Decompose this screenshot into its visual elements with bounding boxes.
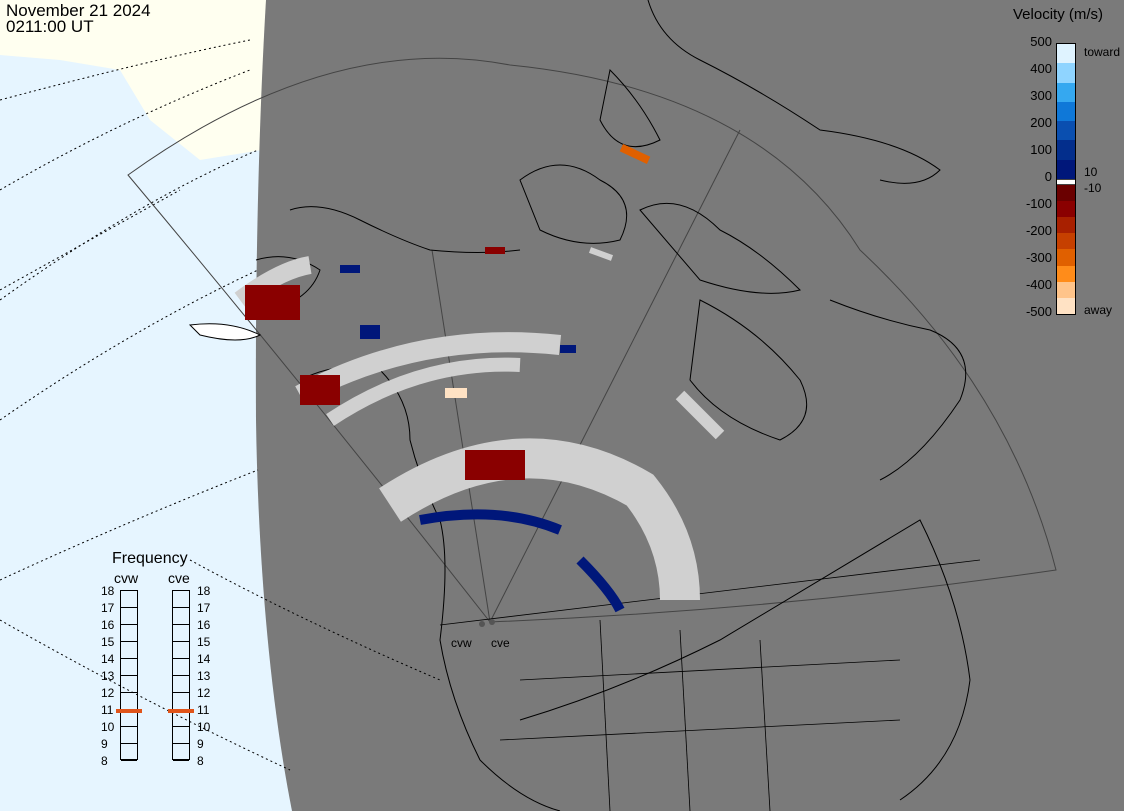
colorbar-band-away: [1057, 281, 1075, 298]
latitude-grid: [0, 39, 441, 771]
frequency-cell: [173, 676, 189, 693]
frequency-cell: [121, 591, 137, 608]
radar-site-cvw: [479, 621, 485, 627]
colorbar-tick-label: 100: [1030, 142, 1052, 157]
frequency-cell: [173, 642, 189, 659]
colorbar-band-toward: [1057, 159, 1075, 179]
colorbar-band-toward: [1057, 63, 1075, 83]
frequency-cell: [121, 727, 137, 744]
colorbar-away-label: away: [1084, 303, 1113, 317]
frequency-cell: [121, 710, 137, 727]
date-label: November 21 2024: [6, 1, 151, 20]
colorbar-toward-label: toward: [1084, 45, 1121, 59]
frequency-cell: [121, 625, 137, 642]
frequency-radar-cvw-label: cvw: [114, 570, 139, 586]
frequency-scale-label-left: 9: [101, 737, 108, 751]
frequency-mark-cve: [168, 708, 194, 713]
coastlines: [188, 0, 971, 811]
frequency-cell: [173, 625, 189, 642]
frequency-cell: [173, 693, 189, 710]
frequency-scale-label-right: 14: [197, 652, 211, 666]
frequency-cell: [173, 710, 189, 727]
colorbar-band-toward: [1057, 101, 1075, 122]
time-label: 0211:00 UT: [6, 17, 94, 36]
colorbar-band-toward: [1057, 82, 1075, 102]
frequency-cell: [121, 608, 137, 625]
frequency-scale-label-right: 16: [197, 618, 211, 632]
frequency-scale-label-left: 11: [101, 703, 114, 717]
frequency-scale-label-right: 17: [197, 601, 211, 615]
colorbar-tick-label: 200: [1030, 115, 1052, 130]
frequency-cell: [173, 608, 189, 625]
frequency-scale-label-right: 10: [197, 720, 211, 734]
colorbar-inner-label-neg: -10: [1084, 181, 1102, 195]
frequency-cell: [173, 659, 189, 676]
frequency-scale-label-left: 10: [101, 720, 115, 734]
frequency-title: Frequency: [112, 550, 188, 567]
colorbar-tick-label: -300: [1025, 250, 1052, 265]
frequency-cell: [121, 693, 137, 710]
frequency-cell: [173, 744, 189, 761]
colorbar-tick-label: 500: [1030, 34, 1052, 49]
colorbar-tick-label: -400: [1025, 277, 1052, 292]
colorbar-zero-band: [1057, 178, 1075, 185]
colorbar-tick-label: -200: [1025, 223, 1052, 238]
colorbar-tick-label: 400: [1030, 61, 1052, 76]
radar-echoes: [234, 144, 725, 613]
frequency-scale-label-right: 18: [197, 584, 211, 598]
frequency-scale-label-left: 14: [101, 652, 115, 666]
colorbar-band-toward: [1057, 140, 1075, 160]
frequency-scale-label-left: 15: [101, 635, 115, 649]
frequency-scale-label-left: 16: [101, 618, 115, 632]
radar-site-cve: [489, 619, 495, 625]
boundaries: [439, 559, 981, 811]
frequency-scale-label-right: 8: [197, 754, 204, 768]
radar-fov: [127, 57, 1057, 623]
colorbar-band-away: [1057, 249, 1075, 266]
colorbar-tick-label: -100: [1025, 196, 1052, 211]
colorbar-band-away: [1057, 297, 1075, 314]
colorbar-band-away: [1057, 184, 1075, 202]
frequency-gauge-cvw: [120, 590, 138, 761]
colorbar-title: Velocity (m/s): [1013, 6, 1104, 23]
frequency-scale-label-left: 18: [101, 584, 115, 598]
frequency-radar-cve-label: cve: [168, 570, 190, 586]
frequency-scale-label-right: 11: [197, 703, 210, 717]
frequency-gauge-cve: [172, 590, 190, 761]
frequency-cell: [173, 727, 189, 744]
frequency-cell: [121, 659, 137, 676]
colorbar-band-away: [1057, 201, 1075, 218]
site-label-cvw: cvw: [451, 636, 472, 650]
colorbar-band-away: [1057, 217, 1075, 234]
velocity-colorbar: [1056, 43, 1076, 315]
colorbar-inner-label-pos: 10: [1084, 165, 1098, 179]
frequency-scale-label-left: 13: [101, 669, 115, 683]
frequency-scale-label-right: 15: [197, 635, 211, 649]
colorbar-band-toward: [1057, 121, 1075, 141]
frequency-cell: [121, 642, 137, 659]
colorbar-tick-label: -500: [1025, 304, 1052, 319]
colorbar-tick-label: 300: [1030, 88, 1052, 103]
frequency-scale-label-right: 13: [197, 669, 211, 683]
colorbar-band-toward: [1057, 44, 1075, 64]
frequency-cell: [121, 676, 137, 693]
colorbar-tick-label: 0: [1044, 169, 1052, 184]
frequency-mark-cvw: [116, 708, 142, 713]
frequency-cell: [173, 591, 189, 608]
frequency-scale-label-left: 17: [101, 601, 115, 615]
colorbar-band-away: [1057, 265, 1075, 282]
colorbar-band-away: [1057, 233, 1075, 250]
frequency-scale-label-left: 12: [101, 686, 115, 700]
frequency-scale-label-right: 12: [197, 686, 211, 700]
frequency-scale-label-left: 8: [101, 754, 108, 768]
frequency-scale-label-right: 9: [197, 737, 204, 751]
frequency-cell: [121, 744, 137, 761]
site-label-cve: cve: [491, 636, 510, 650]
alaska-ice-region: [0, 0, 270, 160]
